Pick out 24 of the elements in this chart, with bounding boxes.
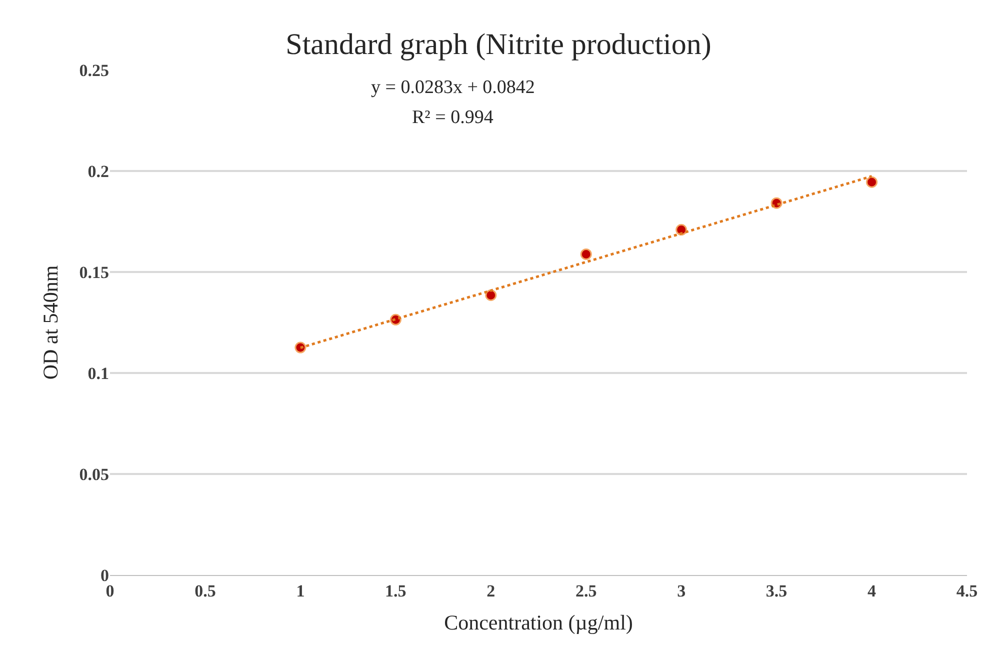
point	[580, 248, 592, 260]
x-tick-label: 3	[677, 581, 686, 600]
x-tick-label: 3.5	[766, 581, 788, 600]
y-axis-title: OD at 540nm	[38, 265, 62, 380]
chart-title: Standard graph (Nitrite production)	[286, 28, 712, 61]
x-tick-label: 2	[486, 581, 496, 600]
point	[866, 176, 878, 188]
y-tick-label: 0.1	[88, 364, 109, 383]
y-tick-label: 0.2	[88, 162, 109, 181]
y-tick-label: 0	[100, 566, 109, 585]
x-tick-label: 4.5	[956, 581, 978, 600]
annotation: y = 0.0283x + 0.0842	[371, 77, 535, 98]
point	[294, 342, 306, 354]
y-tick-label: 0.25	[79, 60, 109, 80]
x-tick-label: 1.5	[385, 581, 406, 600]
x-tick-label: 4	[868, 581, 877, 600]
x-tick-label: 0.5	[194, 581, 216, 600]
x-tick-label: 1	[296, 581, 305, 600]
x-tick-label: 2.5	[575, 581, 597, 600]
x-axis-title: Concentration (µg/ml)	[444, 610, 633, 635]
y-tick-label: 0.15	[79, 262, 109, 282]
annotation: R² = 0.994	[412, 107, 494, 128]
y-tick-label: 0.05	[79, 464, 109, 484]
point	[485, 289, 497, 301]
